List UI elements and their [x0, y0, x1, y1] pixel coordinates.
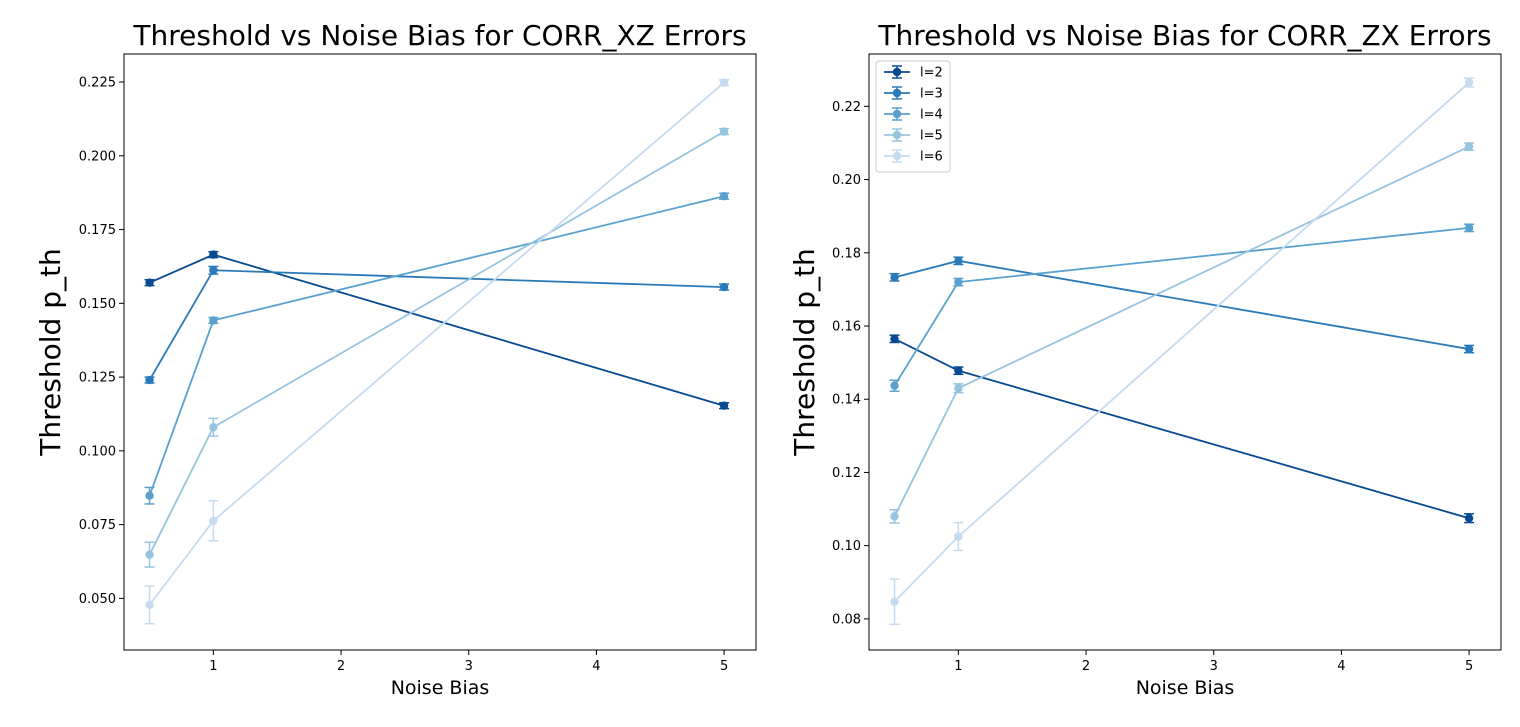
data-point [890, 597, 899, 606]
y-axis-label: Threshold p_th [788, 248, 821, 456]
data-series [144, 265, 730, 385]
legend-marker [892, 67, 902, 77]
x-tick-label: 5 [720, 659, 728, 674]
y-tick-label: 0.20 [832, 173, 861, 188]
data-point [209, 250, 218, 259]
data-point [890, 273, 899, 282]
data-point [145, 278, 154, 287]
x-axis-label: Noise Bias [391, 677, 490, 699]
data-point [954, 277, 963, 287]
data-series [889, 223, 1475, 392]
data-point [1464, 514, 1474, 523]
plot-area-frame [868, 53, 1502, 651]
axis-ticks: 1 2 3 4 5 0.08 0.10 0.12 0.14 0.16 0.18 0.20 0.22 [832, 100, 1473, 674]
legend-label: l=5 [920, 129, 943, 144]
y-tick-label: 0.12 [832, 466, 861, 481]
data-point [145, 375, 154, 385]
legend-label: l=6 [920, 150, 943, 165]
data-point [954, 256, 963, 266]
legend-label: l=4 [920, 108, 943, 123]
y-tick-label: 0.150 [79, 297, 116, 312]
data-point [954, 384, 963, 393]
legend-marker [892, 130, 902, 140]
x-tick-label: 4 [1337, 659, 1345, 674]
data-series-group [889, 77, 1475, 626]
y-tick-label: 0.200 [79, 149, 116, 164]
data-series [889, 77, 1475, 626]
legend-box [875, 60, 951, 173]
chart-panel-corr-zx: Threshold vs Noise Bias for CORR_ZX Erro… [788, 19, 1502, 699]
legend-marker [892, 151, 902, 161]
x-tick-label: 4 [592, 659, 600, 674]
data-point [890, 381, 899, 390]
data-point [719, 401, 729, 410]
data-point [209, 266, 218, 275]
data-point [209, 316, 218, 325]
data-point [719, 282, 729, 292]
y-axis-label: Threshold p_th [34, 248, 67, 456]
data-point [145, 600, 154, 610]
y-tick-label: 0.175 [79, 223, 116, 238]
data-series [889, 256, 1475, 354]
data-point [719, 192, 729, 201]
legend-label: l=3 [920, 87, 943, 102]
y-tick-label: 0.100 [79, 444, 116, 459]
x-tick-label: 2 [337, 659, 345, 674]
y-tick-label: 0.22 [832, 100, 861, 115]
data-point [1464, 142, 1474, 151]
data-series [144, 78, 730, 625]
y-tick-label: 0.050 [79, 592, 116, 607]
data-series [144, 192, 730, 505]
y-tick-label: 0.125 [79, 371, 116, 386]
data-series-group [144, 78, 730, 625]
data-point [890, 334, 899, 344]
data-series [144, 250, 730, 410]
x-tick-label: 3 [465, 659, 473, 674]
data-point [145, 491, 154, 500]
x-axis-label: Noise Bias [1136, 677, 1235, 699]
data-point [145, 550, 154, 559]
legend-marker [892, 109, 902, 119]
data-point [890, 512, 899, 521]
x-tick-label: 3 [1210, 659, 1218, 674]
data-point [954, 366, 963, 375]
chart-panel-corr-xz: Threshold vs Noise Bias for CORR_XZ Erro… [34, 19, 757, 699]
data-series [889, 142, 1475, 524]
data-point [719, 127, 729, 136]
chart-title: Threshold vs Noise Bias for CORR_ZX Erro… [877, 19, 1491, 52]
x-tick-label: 1 [954, 659, 962, 674]
data-point [1464, 223, 1474, 233]
y-tick-label: 0.075 [79, 518, 116, 533]
x-tick-label: 1 [209, 659, 217, 674]
axis-ticks: 1 2 3 4 5 0.050 0.075 0.100 0.125 0.150 0.175 0.200… [79, 76, 728, 674]
y-tick-label: 0.08 [832, 612, 861, 627]
data-point [719, 78, 729, 87]
y-tick-label: 0.14 [832, 393, 861, 408]
data-point [1464, 344, 1474, 354]
chart-title: Threshold vs Noise Bias for CORR_XZ Erro… [132, 19, 746, 52]
y-tick-label: 0.16 [832, 320, 861, 335]
plot-area-frame [123, 53, 757, 651]
x-tick-label: 5 [1465, 659, 1473, 674]
x-tick-label: 2 [1082, 659, 1090, 674]
legend-label: l=2 [920, 66, 943, 81]
data-point [954, 532, 963, 541]
data-point [209, 423, 218, 432]
y-tick-label: 0.18 [832, 246, 861, 261]
legend: l=2 l=3 l=4 l=5 l=6 [875, 60, 951, 173]
y-tick-label: 0.225 [79, 76, 116, 91]
y-tick-label: 0.10 [832, 539, 861, 554]
data-series [144, 127, 730, 568]
data-point [209, 516, 218, 525]
legend-marker [892, 88, 902, 98]
data-point [1464, 78, 1474, 87]
